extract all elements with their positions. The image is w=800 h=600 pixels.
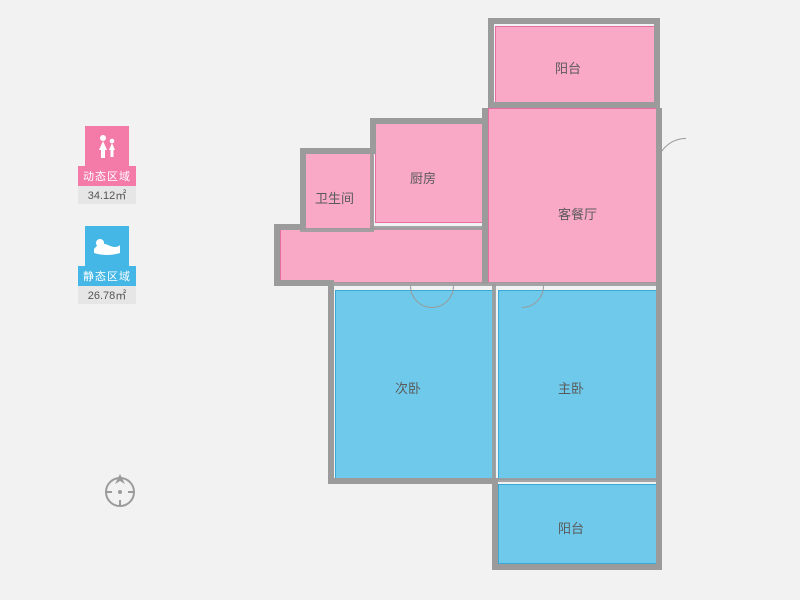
legend-dynamic-label: 动态区域 xyxy=(78,166,136,186)
room-label-客餐厅: 客餐厅 xyxy=(558,204,597,223)
room-label-次卧: 次卧 xyxy=(395,378,421,397)
room-label-阳台: 阳台 xyxy=(555,58,581,77)
room-label-卫生间: 卫生间 xyxy=(315,188,354,207)
inner-wall xyxy=(492,478,660,482)
outer-wall xyxy=(370,118,376,152)
outer-wall xyxy=(370,118,488,124)
door-arc xyxy=(656,138,716,198)
outer-wall xyxy=(654,18,660,108)
outer-wall xyxy=(328,280,334,484)
outer-wall xyxy=(328,478,498,484)
room-label-厨房: 厨房 xyxy=(410,168,436,187)
zone-客餐厅 xyxy=(488,108,658,283)
outer-wall xyxy=(300,148,306,230)
legend-panel: 动态区域 34.12㎡ 静态区域 26.78㎡ xyxy=(78,126,136,326)
people-icon xyxy=(85,126,129,166)
inner-wall xyxy=(492,284,496,482)
legend-dynamic: 动态区域 34.12㎡ xyxy=(78,126,136,204)
legend-static: 静态区域 26.78㎡ xyxy=(78,226,136,304)
room-label-阳台: 阳台 xyxy=(558,518,584,537)
outer-wall xyxy=(488,18,494,108)
inner-wall xyxy=(300,228,374,232)
outer-wall xyxy=(488,102,660,108)
outer-wall xyxy=(300,148,376,154)
outer-wall xyxy=(492,564,662,570)
outer-wall xyxy=(482,108,488,223)
sleep-icon xyxy=(85,226,129,266)
outer-wall xyxy=(482,218,488,284)
floorplan: 阳台厨房客餐厅卫生间次卧主卧阳台 xyxy=(260,18,690,578)
inner-wall xyxy=(370,148,374,230)
room-label-主卧: 主卧 xyxy=(558,378,584,397)
legend-static-label: 静态区域 xyxy=(78,266,136,286)
zone-走道 xyxy=(280,228,488,283)
outer-wall xyxy=(492,478,498,570)
legend-static-value: 26.78㎡ xyxy=(78,286,136,304)
outer-wall xyxy=(274,224,280,286)
compass-icon xyxy=(100,470,140,515)
outer-wall xyxy=(488,18,660,24)
outer-wall xyxy=(656,478,662,570)
legend-dynamic-value: 34.12㎡ xyxy=(78,186,136,204)
inner-wall xyxy=(370,226,486,230)
outer-wall xyxy=(274,280,334,286)
